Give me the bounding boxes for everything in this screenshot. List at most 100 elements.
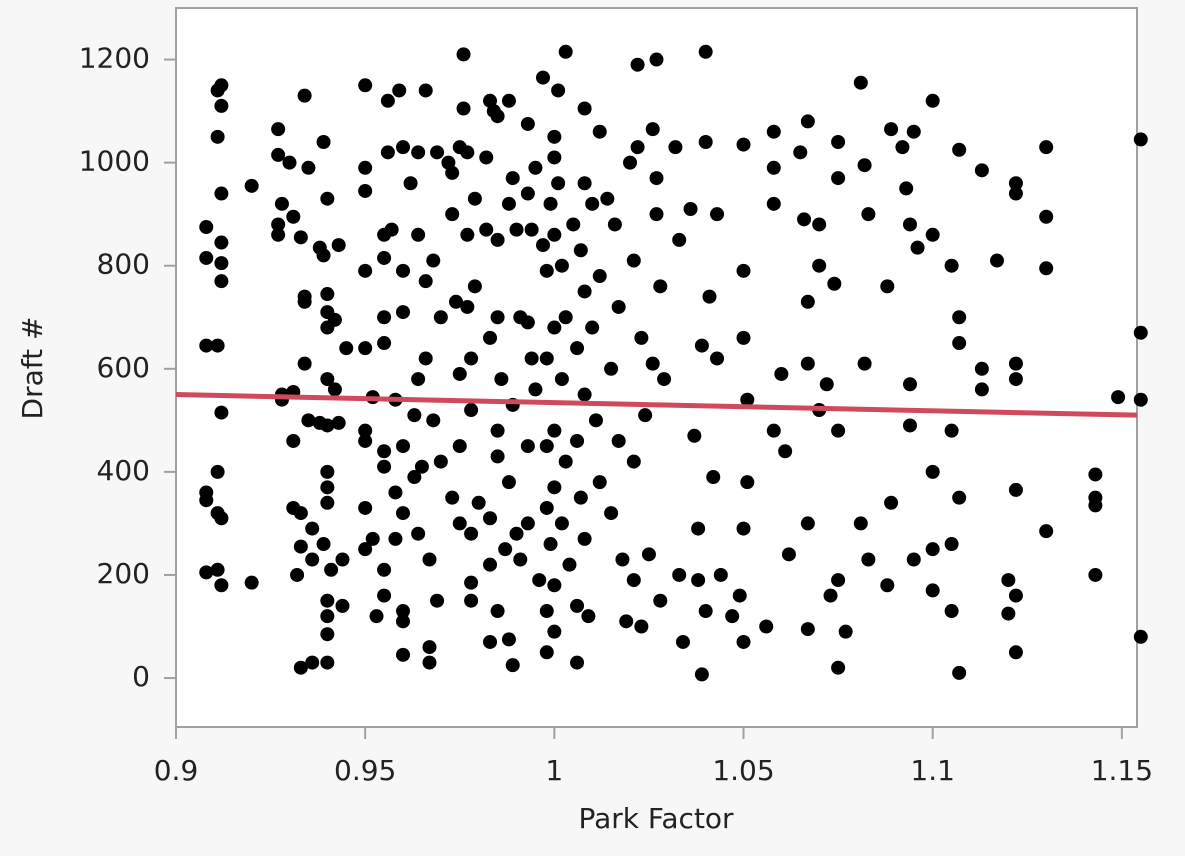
point bbox=[520, 116, 535, 131]
x-tick-label: 0.9 bbox=[154, 754, 199, 787]
point bbox=[974, 361, 989, 376]
point bbox=[615, 552, 630, 567]
point bbox=[464, 526, 479, 541]
point bbox=[577, 101, 592, 116]
point bbox=[687, 428, 702, 443]
point bbox=[358, 263, 373, 278]
point bbox=[857, 356, 872, 371]
y-axis-title: Draft # bbox=[16, 317, 49, 420]
point bbox=[944, 423, 959, 438]
point bbox=[505, 658, 520, 673]
point bbox=[320, 418, 335, 433]
point bbox=[467, 191, 482, 206]
point bbox=[199, 565, 214, 580]
point bbox=[316, 537, 331, 552]
point bbox=[925, 227, 940, 242]
point bbox=[358, 78, 373, 93]
point bbox=[214, 256, 229, 271]
point bbox=[369, 609, 384, 624]
point bbox=[467, 279, 482, 294]
point bbox=[547, 578, 562, 593]
point bbox=[838, 624, 853, 639]
point bbox=[539, 645, 554, 660]
point bbox=[570, 341, 585, 356]
point bbox=[1133, 325, 1148, 340]
point bbox=[411, 145, 426, 160]
point bbox=[675, 634, 690, 649]
point bbox=[396, 140, 411, 155]
point bbox=[736, 634, 751, 649]
point bbox=[626, 253, 641, 268]
point bbox=[422, 640, 437, 655]
point bbox=[558, 454, 573, 469]
point bbox=[740, 392, 755, 407]
point bbox=[1111, 390, 1126, 405]
point bbox=[388, 531, 403, 546]
point bbox=[861, 552, 876, 567]
point bbox=[853, 75, 868, 90]
point bbox=[460, 145, 475, 160]
point bbox=[396, 604, 411, 619]
point bbox=[301, 160, 316, 175]
point bbox=[641, 547, 656, 562]
x-tick-label: 1 bbox=[545, 754, 563, 787]
x-tick-label: 0.95 bbox=[334, 754, 396, 787]
point bbox=[611, 299, 626, 314]
point bbox=[407, 470, 422, 485]
point bbox=[1039, 261, 1054, 276]
point bbox=[513, 552, 528, 567]
y-tick-label: 800 bbox=[97, 248, 150, 281]
point bbox=[539, 500, 554, 515]
point bbox=[501, 196, 516, 211]
point bbox=[645, 356, 660, 371]
point bbox=[301, 413, 316, 428]
point bbox=[392, 83, 407, 98]
point bbox=[819, 377, 834, 392]
point bbox=[377, 562, 392, 577]
point bbox=[339, 341, 354, 356]
point bbox=[445, 165, 460, 180]
point bbox=[592, 269, 607, 284]
point bbox=[577, 176, 592, 191]
point bbox=[766, 423, 781, 438]
point bbox=[524, 351, 539, 366]
point bbox=[543, 537, 558, 552]
point bbox=[547, 480, 562, 495]
point bbox=[274, 196, 289, 211]
point bbox=[411, 526, 426, 541]
point bbox=[543, 196, 558, 211]
point bbox=[990, 253, 1005, 268]
point bbox=[539, 604, 554, 619]
point bbox=[335, 598, 350, 613]
point bbox=[445, 490, 460, 505]
point bbox=[331, 415, 346, 430]
point bbox=[649, 207, 664, 222]
point bbox=[320, 287, 335, 302]
point bbox=[573, 490, 588, 505]
point bbox=[396, 305, 411, 320]
point bbox=[800, 294, 815, 309]
point bbox=[331, 238, 346, 253]
point bbox=[320, 372, 335, 387]
point bbox=[483, 511, 498, 526]
point bbox=[800, 516, 815, 531]
point bbox=[520, 516, 535, 531]
point bbox=[320, 609, 335, 624]
point bbox=[827, 276, 842, 291]
point bbox=[653, 279, 668, 294]
point bbox=[974, 163, 989, 178]
point bbox=[377, 588, 392, 603]
point bbox=[547, 129, 562, 144]
point bbox=[452, 516, 467, 531]
point bbox=[483, 634, 498, 649]
point bbox=[698, 44, 713, 59]
point bbox=[305, 655, 320, 670]
point bbox=[483, 330, 498, 345]
point bbox=[657, 372, 672, 387]
point bbox=[271, 217, 286, 232]
point bbox=[448, 294, 463, 309]
point bbox=[445, 207, 460, 222]
point bbox=[1133, 132, 1148, 147]
x-tick-label: 1.15 bbox=[1091, 754, 1153, 787]
